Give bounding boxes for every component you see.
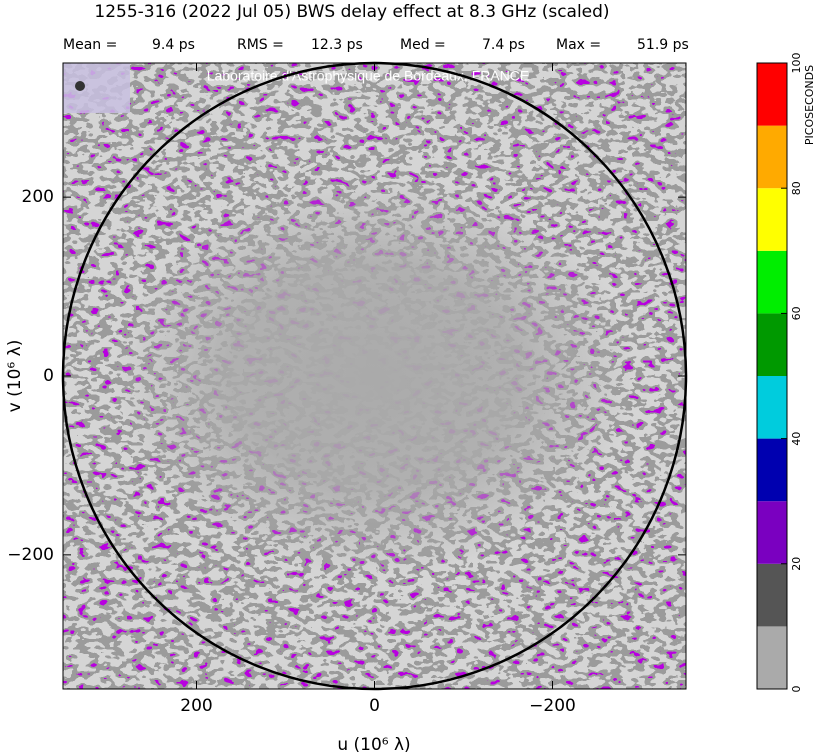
colorbar-level [757,63,787,126]
center-glow [114,176,634,576]
colorbar-level [757,313,787,376]
stat-value: 51.9 ps [637,37,689,53]
colorbar-tick-label: 60 [790,306,803,320]
stat-name: Med = [400,37,446,53]
x-tick-label: 200 [180,696,212,716]
colorbar-level [757,626,787,689]
y-tick-label: −200 [7,545,54,565]
stat-value: 7.4 ps [482,37,525,53]
chart-title: 1255-316 (2022 Jul 05) BWS delay effect … [94,2,609,22]
colorbar-level [757,376,787,439]
colorbar-tick-label: 80 [790,181,803,195]
colorbar-level [757,188,787,251]
colorbar-level [757,501,787,564]
colorbar-frame [756,62,788,690]
stat-name: Max = [556,37,601,53]
colorbar-tick-label: 100 [790,53,803,74]
x-axis-label: u (10⁶ λ) [337,735,410,755]
colorbar-tick-label: 20 [790,557,803,571]
colorbar-level [757,438,787,502]
colorbar-level [757,250,787,314]
y-axis-label: v (10⁶ λ) [5,340,25,413]
colorbar-level [757,125,787,189]
y-tick-label: 0 [43,366,54,386]
stat-value: 12.3 ps [311,37,363,53]
stat-name: Mean = [63,37,117,53]
colorbar-label: PICOSECONDS [803,65,815,145]
logo-dot [75,81,85,91]
stat-value: 9.4 ps [152,37,195,53]
colorbar-tick-label: 40 [790,432,803,446]
colorbar-tick-label: 0 [790,686,803,693]
y-tick-label: 200 [22,187,54,207]
field [63,63,686,689]
x-tick-label: −200 [529,696,576,716]
stat-name: RMS = [237,37,284,53]
logo [63,63,130,113]
x-tick-label: 0 [369,696,380,716]
colorbar-level [757,563,787,627]
